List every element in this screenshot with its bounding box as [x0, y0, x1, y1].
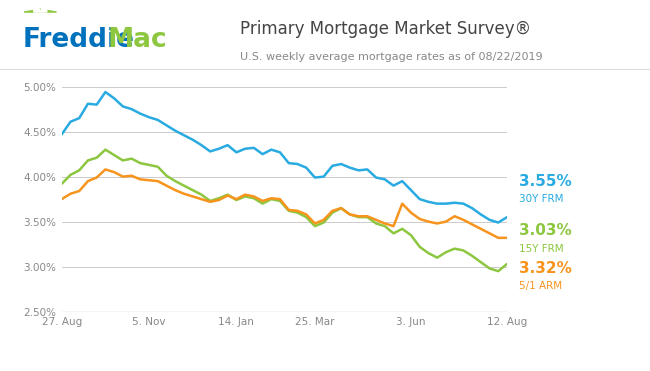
- Text: 3.32%: 3.32%: [519, 261, 571, 276]
- Text: 30Y FRM: 30Y FRM: [519, 194, 563, 204]
- Text: 3.03%: 3.03%: [519, 223, 571, 238]
- Text: 3.55%: 3.55%: [519, 174, 571, 188]
- Text: 15Y FRM: 15Y FRM: [519, 244, 564, 254]
- Text: Mac: Mac: [107, 27, 167, 53]
- Text: Primary Mortgage Market Survey®: Primary Mortgage Market Survey®: [240, 20, 532, 38]
- Text: 5/1 ARM: 5/1 ARM: [519, 282, 562, 292]
- Text: Freddie: Freddie: [23, 27, 135, 53]
- Text: U.S. weekly average mortgage rates as of 08/22/2019: U.S. weekly average mortgage rates as of…: [240, 52, 543, 62]
